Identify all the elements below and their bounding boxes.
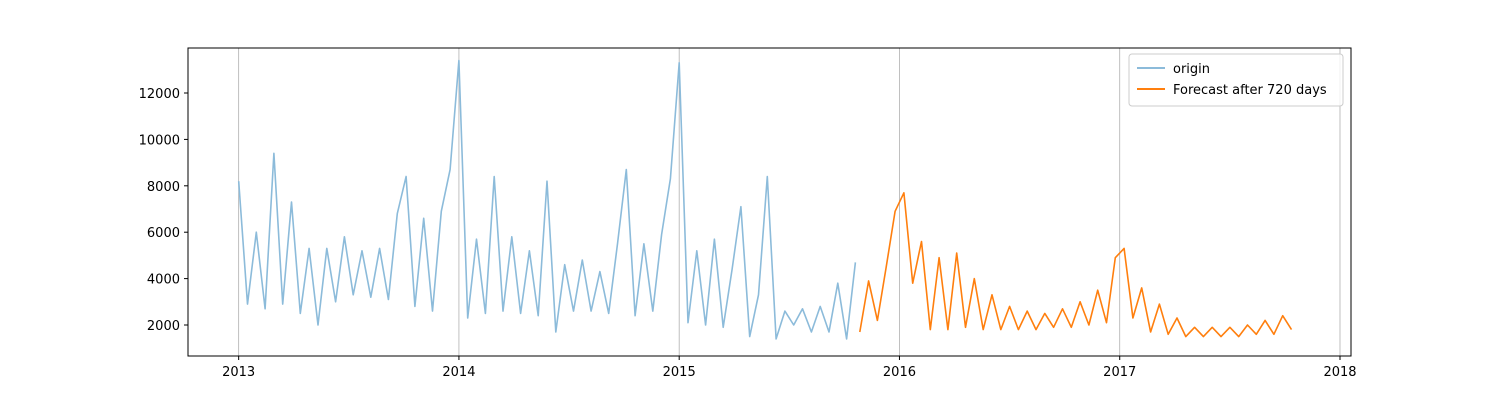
series-line (859, 192, 1293, 338)
plot-area (237, 59, 1293, 340)
legend-label: Forecast after 720 days (1173, 83, 1327, 98)
y-tick-label: 12000 (139, 87, 180, 102)
axes-frame (187, 47, 1352, 357)
y-tick-label: 10000 (139, 133, 180, 148)
x-tick-label: 2015 (663, 365, 696, 380)
ticks: 2013 2014 2015 2016 2017 2018 2000 4000 6000 8000… (139, 87, 1357, 380)
legend: origin Forecast after 720 days (1128, 53, 1344, 107)
y-tick-label: 2000 (147, 319, 180, 334)
series-line (237, 59, 857, 340)
x-tick-label: 2018 (1323, 365, 1356, 380)
legend-label: origin (1173, 62, 1210, 77)
x-tick-label: 2013 (222, 365, 255, 380)
x-tick-label: 2016 (883, 365, 916, 380)
x-tick-label: 2014 (442, 365, 475, 380)
y-tick-label: 4000 (147, 273, 180, 288)
x-tick-label: 2017 (1103, 365, 1136, 380)
legend-box (1128, 53, 1344, 107)
y-tick-label: 8000 (147, 180, 180, 195)
y-tick-label: 6000 (147, 226, 180, 241)
